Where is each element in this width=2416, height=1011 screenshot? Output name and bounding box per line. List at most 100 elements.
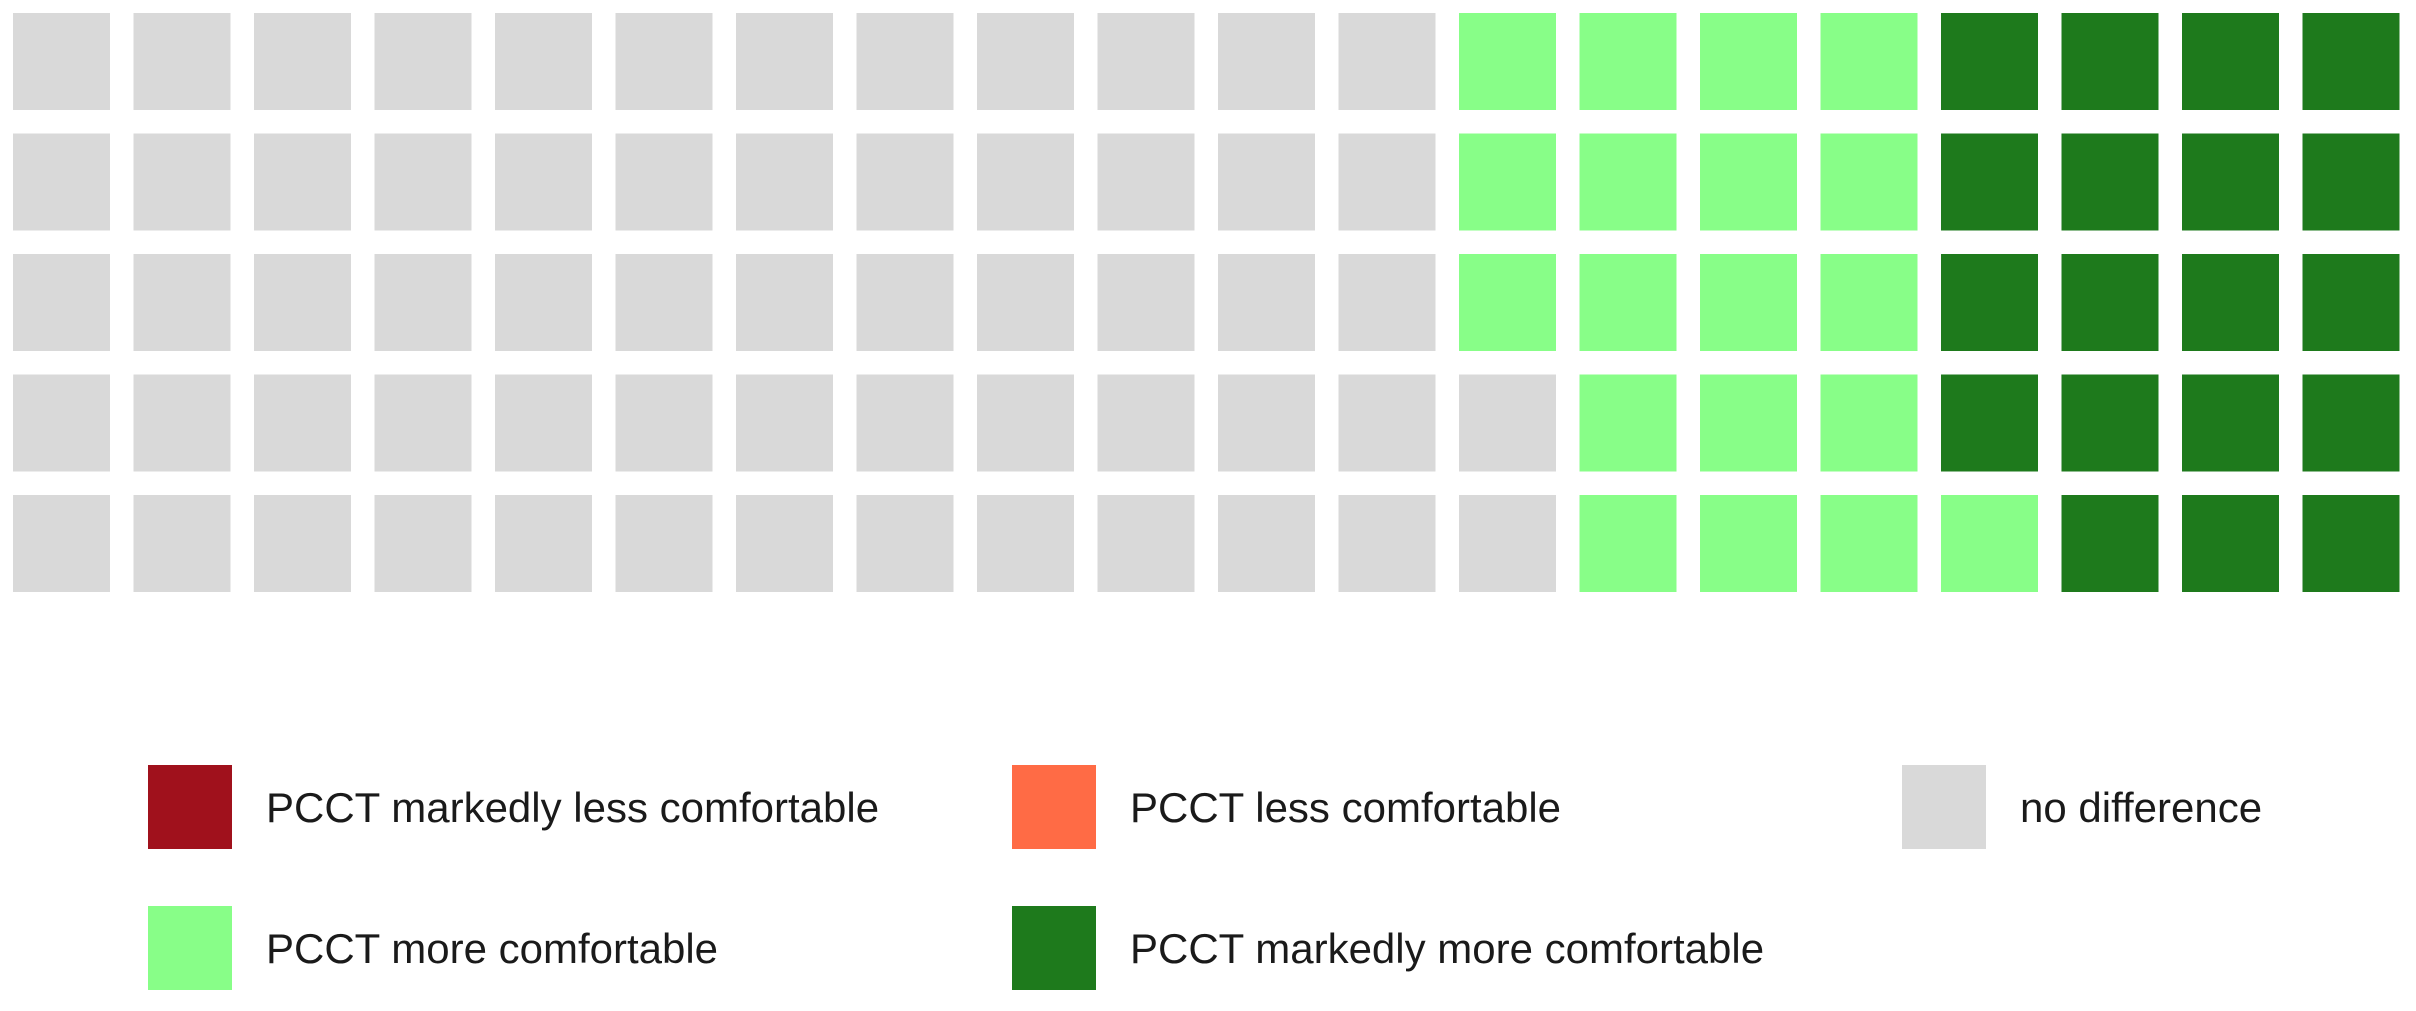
waffle-cell-no-difference [1097,133,1195,231]
waffle-cell-no-difference [374,13,472,110]
waffle-cell-pcct-more-comfortable [1700,254,1797,351]
legend-label: PCCT markedly more comfortable [1130,925,1764,972]
waffle-cell-pcct-markedly-more-comfortable [1941,13,2038,110]
waffle-cell-pcct-markedly-more-comfortable [1941,133,2038,231]
waffle-cell-pcct-more-comfortable [1579,495,1677,592]
waffle-cell-no-difference [977,133,1074,231]
waffle-cell-no-difference [254,13,351,110]
waffle-cell-no-difference [1097,254,1195,351]
waffle-cell-pcct-more-comfortable [1700,495,1797,592]
waffle-cell-no-difference [1218,254,1315,351]
waffle-cell-pcct-markedly-more-comfortable [2182,254,2279,351]
waffle-cell-no-difference [977,374,1074,472]
waffle-cell-no-difference [615,133,713,231]
waffle-cell-pcct-more-comfortable [1579,374,1677,472]
waffle-cell-no-difference [1097,495,1195,592]
waffle-cell-pcct-markedly-more-comfortable [2302,495,2400,592]
legend-label: PCCT more comfortable [266,925,718,972]
waffle-cell-no-difference [1338,254,1436,351]
waffle-cell-no-difference [133,13,231,110]
waffle-cell-pcct-markedly-more-comfortable [2302,374,2400,472]
waffle-cell-no-difference [133,133,231,231]
waffle-cell-pcct-more-comfortable [1700,13,1797,110]
waffle-cell-pcct-more-comfortable [1820,495,1918,592]
waffle-cell-no-difference [13,495,110,592]
waffle-cell-pcct-markedly-more-comfortable [1941,254,2038,351]
waffle-cell-no-difference [977,13,1074,110]
waffle-cell-no-difference [615,374,713,472]
waffle-cell-pcct-markedly-more-comfortable [2302,133,2400,231]
waffle-cell-no-difference [13,374,110,472]
waffle-cell-no-difference [1338,13,1436,110]
legend-item-pcct-markedly-more-comfortable: PCCT markedly more comfortable [1012,906,1764,990]
legend-swatch [1012,765,1096,849]
waffle-cell-pcct-more-comfortable [1579,254,1677,351]
waffle-cell-no-difference [615,495,713,592]
waffle-cell-pcct-more-comfortable [1459,13,1556,110]
waffle-cell-no-difference [1097,13,1195,110]
waffle-cell-no-difference [13,254,110,351]
legend-swatch [1012,906,1096,990]
waffle-cell-no-difference [495,133,592,231]
waffle-cell-pcct-markedly-more-comfortable [2302,13,2400,110]
waffle-cell-no-difference [1218,374,1315,472]
legend-swatch [1902,765,1986,849]
waffle-cell-no-difference [1097,374,1195,472]
waffle-cell-pcct-markedly-more-comfortable [2182,133,2279,231]
waffle-cell-pcct-more-comfortable [1579,133,1677,231]
waffle-cell-no-difference [374,495,472,592]
waffle-cell-no-difference [13,13,110,110]
waffle-cell-no-difference [1218,133,1315,231]
waffle-cell-pcct-markedly-more-comfortable [2061,133,2159,231]
waffle-cell-pcct-markedly-more-comfortable [2302,254,2400,351]
waffle-cell-pcct-more-comfortable [1820,13,1918,110]
waffle-cell-pcct-more-comfortable [1459,133,1556,231]
waffle-cell-no-difference [856,374,954,472]
waffle-cell-no-difference [1338,374,1436,472]
waffle-cell-no-difference [374,254,472,351]
legend-label: PCCT less comfortable [1130,784,1561,831]
waffle-cell-pcct-more-comfortable [1700,133,1797,231]
waffle-cell-no-difference [977,495,1074,592]
waffle-cell-no-difference [254,133,351,231]
waffle-cell-no-difference [856,13,954,110]
waffle-cell-pcct-more-comfortable [1579,13,1677,110]
waffle-cells [13,13,2400,592]
waffle-cell-no-difference [736,495,833,592]
waffle-cell-no-difference [13,133,110,231]
legend-item-pcct-markedly-less-comfortable: PCCT markedly less comfortable [148,765,879,849]
waffle-cell-no-difference [736,133,833,231]
waffle-cell-pcct-markedly-more-comfortable [1941,374,2038,472]
waffle-cell-no-difference [856,133,954,231]
waffle-cell-pcct-markedly-more-comfortable [2182,374,2279,472]
waffle-cell-pcct-markedly-more-comfortable [2182,495,2279,592]
waffle-cell-pcct-markedly-more-comfortable [2061,374,2159,472]
waffle-cell-no-difference [254,374,351,472]
waffle-cell-pcct-more-comfortable [1820,133,1918,231]
waffle-cell-no-difference [1218,13,1315,110]
waffle-cell-pcct-markedly-more-comfortable [2182,13,2279,110]
waffle-cell-pcct-more-comfortable [1820,254,1918,351]
waffle-cell-no-difference [736,254,833,351]
waffle-cell-no-difference [1338,133,1436,231]
waffle-cell-pcct-markedly-more-comfortable [2061,13,2159,110]
waffle-cell-no-difference [736,13,833,110]
waffle-cell-no-difference [254,254,351,351]
waffle-cell-no-difference [977,254,1074,351]
waffle-cell-no-difference [615,254,713,351]
legend-item-no-difference: no difference [1902,765,2262,849]
legend-swatch [148,906,232,990]
waffle-cell-pcct-more-comfortable [1941,495,2038,592]
waffle-cell-pcct-more-comfortable [1459,254,1556,351]
waffle-cell-no-difference [495,374,592,472]
waffle-cell-no-difference [856,254,954,351]
waffle-cell-pcct-more-comfortable [1700,374,1797,472]
waffle-cell-pcct-markedly-more-comfortable [2061,495,2159,592]
waffle-cell-no-difference [254,495,351,592]
waffle-cell-no-difference [495,13,592,110]
legend-label: PCCT markedly less comfortable [266,784,879,831]
legend-label: no difference [2020,784,2262,831]
legend-item-pcct-less-comfortable: PCCT less comfortable [1012,765,1561,849]
